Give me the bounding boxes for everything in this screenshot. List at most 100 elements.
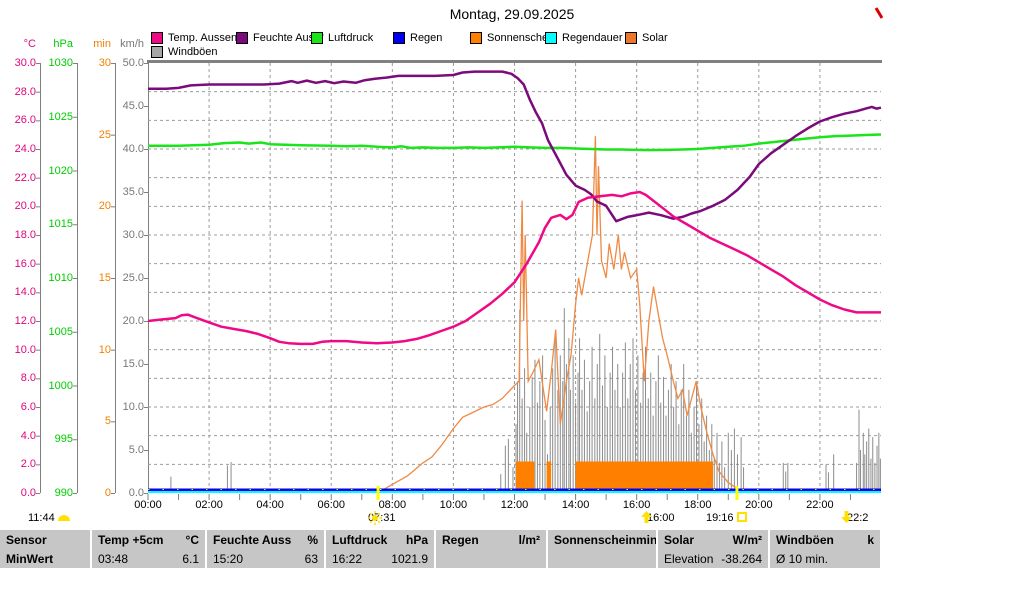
y-tick-label: 2.0 [20,458,36,471]
legend-label: Sonnenschein [487,31,557,44]
feuchte-swatch [236,31,248,44]
table-header: Solar [664,532,695,547]
y-tick-label: 10.0 [14,343,36,356]
legend-label: Feuchte Auss* [253,31,324,44]
table-unit: min [636,532,656,547]
time-marker-label: 16:00 [647,512,675,524]
y-tick-label: 1000 [48,379,73,392]
legend-label: Temp. Aussen [168,31,238,44]
legend-item-windboeen[interactable]: Windböen [151,45,218,58]
time-marker-label: 19:16 [706,512,734,524]
time-marker-moonrise: 11:44 [28,511,73,525]
y-tick-label: 10.0 [122,401,144,413]
x-tick-label: 12:00 [500,499,529,511]
y-tick-label: 20.0 [14,200,36,213]
red-cursor-mark [874,7,884,19]
x-tick-label: 04:00 [256,499,284,511]
y-tick-label: 35.0 [122,186,144,198]
table-header: Feuchte Auss [213,532,292,547]
series-luftdruck [148,133,882,152]
daylight-axis-marks [376,486,739,500]
y-tick-label: 990 [54,487,73,499]
legend-item-regendauer[interactable]: Regendauer [545,31,623,44]
y-tick-label: 0.0 [20,487,36,499]
table-cell-left: 16:22 [332,551,363,566]
temp-aussen-swatch [151,31,163,44]
x-tick-label: 02:00 [195,499,223,511]
table-cell-right: 6.1 [182,551,199,566]
legend-item-feuchte-auss-[interactable]: Feuchte Auss* [236,31,324,44]
axis-unit-C: °C [23,38,36,50]
table-column-sonnenschein: Sonnenschein min [548,530,656,568]
y-tick-label: 26.0 [14,114,36,127]
table-unit: W/m² [732,532,762,547]
y-tick-label: 24.0 [14,143,36,155]
x-tick-label: 10:00 [439,499,468,511]
y-tick-label: 16.0 [14,257,36,270]
y-tick-label: 20 [98,200,111,213]
time-marker-label: 22:2 [847,512,869,524]
legend-item-luftdruck[interactable]: Luftdruck [311,31,373,44]
y-tick-label: 1005 [48,325,73,338]
table-column-windb-en: Windböen k Ø 10 min. [770,530,880,568]
regendauer-swatch [545,31,557,44]
x-tick-label: 22:00 [806,499,834,511]
table-column-feuchte-auss: Feuchte Auss% 15:20 63 [207,530,324,568]
axis-unit-min: min [93,38,111,50]
x-tick-label: 00:00 [134,499,162,511]
time-marker-sun: 07:31 [368,511,402,525]
y-tick-label: 6.0 [20,401,36,413]
x-tick-label: 08:00 [378,499,407,511]
legend-item-sonnenschein[interactable]: Sonnenschein [470,31,557,44]
plot-grid [147,60,882,493]
sonnenschein-swatch [470,31,482,44]
y-tick-label: 15 [98,272,111,284]
table-cell-left: 15:20 [213,551,244,566]
table-header: Windböen [776,532,834,547]
table-cell-left: MinWert [6,551,54,566]
table-cell-right: 63 [304,551,318,566]
series-temp-aussen [147,190,881,346]
table-header: Sensor [6,532,47,547]
legend-label: Regendauer [562,31,623,44]
table-column-regen: Regen l/m² [436,530,546,568]
y-tick-label: 22.0 [14,171,36,184]
x-tick-label: 06:00 [317,499,346,511]
table-unit: °C [185,532,199,547]
table-header: Regen [442,532,479,547]
y-tick-label: 18.0 [14,229,36,241]
y-tick-label: 1030 [48,57,73,69]
table-unit: % [307,532,318,547]
axis-unit-kmh: km/h [120,38,144,50]
legend-label: Solar [642,31,668,44]
y-tick-label: 12.0 [14,315,36,327]
legend-item-regen[interactable]: Regen [393,31,442,44]
windboeen-swatch [151,45,163,58]
legend-label: Luftdruck [328,31,374,44]
y-tick-label: 40.0 [122,143,144,155]
y-tick-label: 1010 [48,272,73,284]
y-tick-label: 1020 [48,164,73,177]
axis-unit-hPa: hPa [53,38,73,50]
series-regen-regendauer [148,488,881,493]
y-tick-label: 15.0 [122,358,144,370]
y-tick-label: 995 [54,433,73,446]
y-tick-label: 14.0 [14,286,36,299]
y-tick-label: 10 [98,343,111,356]
table-unit: hPa [405,532,428,547]
y-tick-label: 28.0 [14,85,36,98]
x-tick-label: 14:00 [561,499,590,511]
moonrise-icon [57,512,70,524]
legend-item-solar[interactable]: Solar [625,31,668,44]
legend-item-temp-aussen[interactable]: Temp. Aussen [151,31,237,44]
page-title: Montag, 29.09.2025 [449,6,575,22]
table-cell-left: Elevation [664,551,714,566]
y-tick-label: 1015 [48,218,73,231]
series-feuchte [148,70,882,223]
time-marker-arrow-down: 22:2 [841,511,868,525]
y-tick-label: 25 [98,128,111,141]
table-cell-right: 1021.9 [391,551,428,566]
table-header: Temp +5cm [98,532,164,547]
